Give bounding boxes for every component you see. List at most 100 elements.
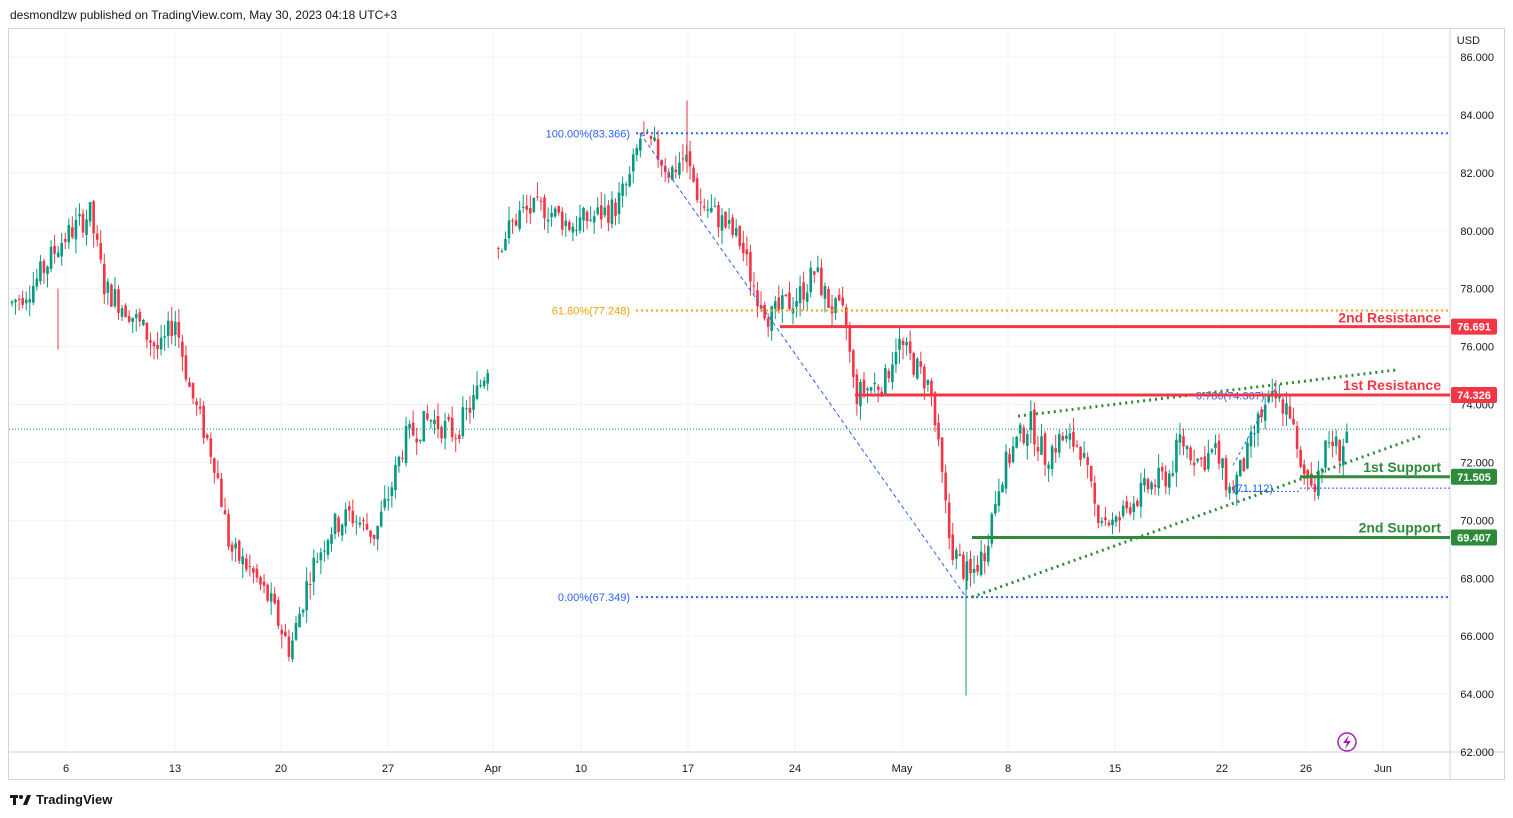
candle-body xyxy=(134,314,138,319)
candle-body xyxy=(1114,516,1118,522)
candle-body xyxy=(692,167,695,182)
candle-body xyxy=(589,219,592,221)
candle-body xyxy=(876,386,880,390)
candle-body xyxy=(862,379,866,394)
candle-body xyxy=(869,387,873,391)
candle-body xyxy=(1146,479,1150,490)
candle-body xyxy=(1285,403,1288,415)
candle-body xyxy=(131,317,134,323)
candle-body xyxy=(486,373,489,384)
candle-body xyxy=(1008,454,1011,464)
candle-body xyxy=(937,422,940,440)
candle-body xyxy=(1004,451,1008,489)
candle-body xyxy=(802,282,805,300)
candle-body xyxy=(95,233,99,240)
y-tick-label: 66.000 xyxy=(1460,631,1494,643)
candle-body xyxy=(262,581,266,586)
candle-body xyxy=(401,457,404,459)
candle-body xyxy=(1026,434,1029,446)
fib-small-diagonal xyxy=(1232,386,1277,466)
candle-body xyxy=(986,546,990,562)
candle-body xyxy=(202,405,205,439)
candle-body xyxy=(653,137,656,141)
candle-body xyxy=(770,306,773,331)
candle-body xyxy=(908,341,912,354)
candle-body xyxy=(1320,468,1324,472)
candle-body xyxy=(458,434,461,439)
candle-body xyxy=(56,252,60,257)
candle-body xyxy=(181,341,184,357)
candle-body xyxy=(1345,431,1349,443)
chart-frame xyxy=(8,28,1505,780)
candle-body xyxy=(301,609,305,613)
candle-body xyxy=(1107,522,1111,526)
candle-body xyxy=(1164,471,1168,487)
candle-body xyxy=(603,207,607,216)
candle-body xyxy=(997,491,1001,506)
y-tick-label: 78.000 xyxy=(1460,284,1494,296)
candle-body xyxy=(699,201,702,203)
candle-body xyxy=(88,201,92,222)
candle-body xyxy=(1097,505,1100,523)
x-tick-label: 20 xyxy=(275,763,287,775)
candle-body xyxy=(156,344,159,350)
candle-body xyxy=(1143,477,1146,486)
candle-body xyxy=(1185,446,1189,450)
candle-body xyxy=(372,534,376,539)
candle-body xyxy=(852,350,855,377)
candle-body xyxy=(259,577,262,585)
candle-body xyxy=(624,184,628,186)
candle-body xyxy=(912,353,915,375)
y-tick-label: 70.000 xyxy=(1460,515,1494,527)
y-tick-label: 80.000 xyxy=(1460,226,1494,238)
candle-body xyxy=(955,549,958,559)
level-label: 2nd Resistance xyxy=(1338,310,1441,326)
candle-body xyxy=(809,267,813,293)
tradingview-footer[interactable]: TradingView xyxy=(10,792,112,807)
candle-body xyxy=(294,622,298,640)
y-tick-label: 72.000 xyxy=(1460,457,1494,469)
candle-body xyxy=(188,382,191,387)
fib-level-label: 100.00%(83.366) xyxy=(546,128,630,140)
price-tag xyxy=(1451,387,1497,404)
candle-body xyxy=(21,297,24,305)
candle-body xyxy=(198,406,202,409)
candle-body xyxy=(223,510,227,515)
candle-body xyxy=(1267,396,1270,402)
candle-body xyxy=(976,564,979,572)
candle-body xyxy=(461,407,465,437)
candle-body xyxy=(241,556,245,565)
candle-body xyxy=(213,458,216,473)
candle-body xyxy=(834,298,837,314)
fib-level-label: 61.80%(77.248) xyxy=(552,305,630,317)
candle-body xyxy=(596,207,600,215)
candle-body xyxy=(472,394,475,410)
candle-body xyxy=(695,178,699,201)
candle-body xyxy=(504,238,507,250)
candle-body xyxy=(305,581,308,611)
candle-body xyxy=(557,205,560,213)
candle-body xyxy=(39,261,42,282)
candle-body xyxy=(543,197,546,219)
candle-body xyxy=(479,385,482,387)
x-tick-label: May xyxy=(892,763,913,775)
y-tick-label: 62.000 xyxy=(1460,747,1494,759)
candle-body xyxy=(468,407,472,413)
candle-body xyxy=(1139,482,1143,507)
candle-body xyxy=(365,523,369,530)
candle-body xyxy=(639,138,642,151)
candle-body xyxy=(674,169,678,173)
candle-body xyxy=(1036,447,1040,452)
candle-body xyxy=(1128,507,1132,514)
candle-body xyxy=(426,413,429,420)
candle-body xyxy=(1260,409,1263,417)
candle-body xyxy=(1327,442,1331,444)
candle-body xyxy=(525,205,529,210)
candle-body xyxy=(411,422,415,436)
candle-body xyxy=(887,370,891,379)
y-tick-label: 76.000 xyxy=(1460,342,1494,354)
candle-body xyxy=(898,338,901,350)
candle-body xyxy=(646,131,649,133)
candle-body xyxy=(276,600,280,626)
